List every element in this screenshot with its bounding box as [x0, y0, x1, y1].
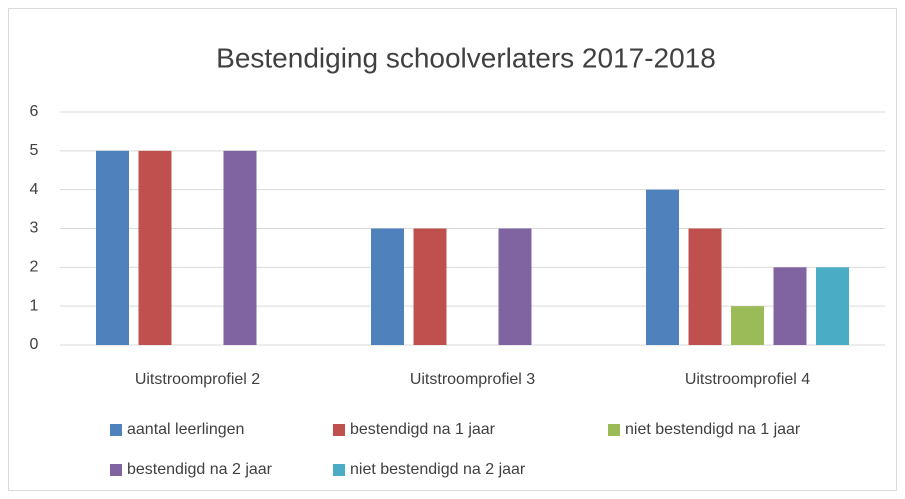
legend-swatch	[333, 464, 345, 476]
bar	[731, 306, 764, 345]
y-tick-label: 4	[30, 181, 39, 198]
bar	[688, 228, 722, 345]
x-tick-label: Uitstroomprofiel 2	[135, 371, 260, 388]
legend-label: niet bestendigd na 1 jaar	[625, 421, 801, 438]
bar	[96, 150, 129, 345]
bar	[498, 228, 532, 345]
legend-label: bestendigd na 1 jaar	[350, 421, 496, 438]
bar	[371, 228, 404, 345]
bar	[773, 267, 807, 345]
legend-swatch	[110, 424, 122, 436]
legend-swatch	[110, 464, 122, 476]
bar	[223, 150, 257, 345]
y-tick-label: 5	[30, 142, 39, 159]
x-tick-label: Uitstroomprofiel 4	[685, 371, 810, 388]
bar	[413, 228, 447, 345]
bar	[138, 150, 172, 345]
legend-label: aantal leerlingen	[127, 421, 244, 438]
y-tick-label: 2	[30, 259, 39, 276]
legend-swatch	[608, 424, 620, 436]
legend-label: niet bestendigd na 2 jaar	[350, 461, 526, 478]
y-tick-label: 6	[30, 103, 39, 120]
bar	[646, 189, 679, 345]
chart-title: Bestendiging schoolverlaters 2017-2018	[216, 42, 716, 73]
y-tick-label: 1	[30, 297, 39, 314]
x-tick-label: Uitstroomprofiel 3	[410, 371, 535, 388]
y-tick-label: 0	[30, 336, 39, 353]
y-tick-label: 3	[30, 220, 39, 237]
legend-swatch	[333, 424, 345, 436]
bar	[816, 267, 849, 345]
legend-label: bestendigd na 2 jaar	[127, 461, 273, 478]
